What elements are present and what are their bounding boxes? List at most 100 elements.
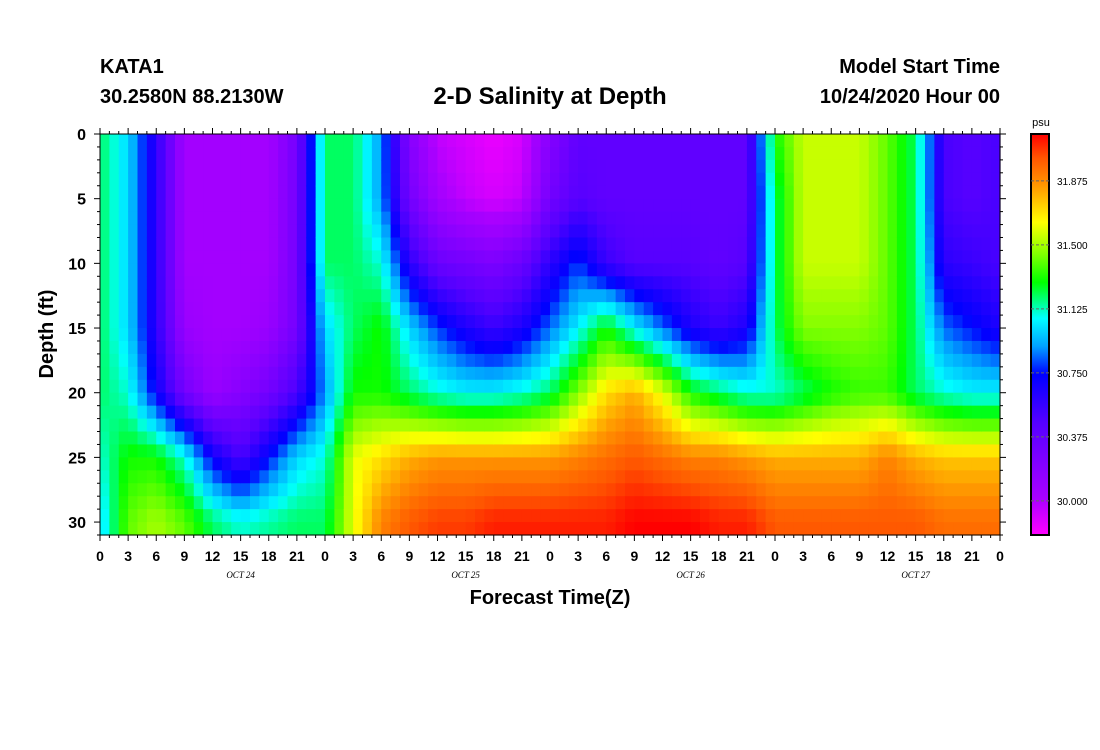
- heatmap-cell: [306, 353, 317, 368]
- heatmap-cell: [503, 172, 514, 187]
- heatmap-cell: [812, 392, 823, 407]
- heatmap-cell: [362, 211, 373, 226]
- heatmap-cell: [681, 185, 692, 200]
- heatmap-cell: [400, 522, 410, 536]
- heatmap-cell: [625, 392, 635, 407]
- heatmap-cell: [690, 198, 701, 213]
- heatmap-cell: [203, 509, 214, 523]
- heatmap-cell: [353, 379, 364, 394]
- heatmap-cell: [203, 302, 214, 316]
- heatmap-cell: [175, 211, 185, 226]
- heatmap-cell: [615, 457, 626, 471]
- heatmap-cell: [596, 340, 607, 355]
- heatmap-cell: [512, 211, 523, 226]
- heatmap-cell: [240, 457, 251, 471]
- heatmap-cell: [512, 224, 523, 239]
- heatmap-cell: [662, 457, 673, 471]
- heatmap-cell: [259, 328, 270, 342]
- heatmap-cell: [756, 302, 767, 316]
- heatmap-cell: [934, 276, 945, 290]
- heatmap-cell: [381, 418, 392, 433]
- heatmap-cell: [718, 496, 729, 510]
- heatmap-cell: [100, 392, 110, 407]
- heatmap-cell: [493, 418, 504, 433]
- heatmap-cell: [850, 353, 860, 368]
- heatmap-cell: [325, 496, 335, 510]
- heatmap-cell: [353, 289, 364, 303]
- heatmap-cell: [625, 444, 635, 458]
- heatmap-cell: [353, 353, 364, 368]
- heatmap-cell: [531, 379, 542, 394]
- heatmap-cell: [643, 172, 654, 187]
- heatmap-cell: [418, 211, 429, 226]
- heatmap-cell: [531, 289, 542, 303]
- heatmap-cell: [934, 470, 945, 484]
- heatmap-cell: [503, 315, 514, 329]
- heatmap-cell: [906, 392, 917, 407]
- heatmap-cell: [709, 289, 720, 303]
- heatmap-cell: [315, 457, 326, 471]
- heatmap-cell: [596, 134, 607, 148]
- heatmap-cell: [587, 237, 598, 252]
- heatmap-cell: [943, 198, 954, 213]
- heatmap-cell: [353, 328, 364, 342]
- heatmap-cell: [521, 522, 532, 536]
- heatmap-cell: [662, 470, 673, 484]
- heatmap-cell: [296, 392, 307, 407]
- heatmap-cell: [906, 418, 917, 433]
- heatmap-cell: [409, 302, 420, 316]
- heatmap-cell: [278, 302, 289, 316]
- heatmap-cell: [325, 185, 335, 200]
- heatmap-cell: [971, 353, 982, 368]
- heatmap-cell: [793, 470, 804, 484]
- heatmap-cell: [268, 276, 279, 290]
- heatmap-cell: [587, 366, 598, 381]
- heatmap-cell: [878, 315, 889, 329]
- heatmap-cell: [653, 237, 664, 252]
- heatmap-cell: [268, 185, 279, 200]
- heatmap-cell: [175, 496, 185, 510]
- heatmap-cell: [887, 198, 898, 213]
- heatmap-cell: [709, 392, 720, 407]
- heatmap-cell: [296, 405, 307, 420]
- heatmap-cell: [596, 185, 607, 200]
- heatmap-cell: [831, 340, 842, 355]
- heatmap-cell: [353, 496, 364, 510]
- heatmap-cell: [662, 418, 673, 433]
- heatmap-cell: [137, 263, 148, 277]
- heatmap-cell: [306, 211, 317, 226]
- heatmap-cell: [296, 159, 307, 174]
- heatmap-cell: [906, 509, 917, 523]
- heatmap-cell: [446, 431, 457, 446]
- heatmap-cell: [531, 159, 542, 174]
- heatmap-cell: [521, 496, 532, 510]
- heatmap-cell: [540, 146, 551, 161]
- heatmap-cell: [925, 172, 935, 187]
- heatmap-cell: [643, 146, 654, 161]
- heatmap-cell: [118, 328, 129, 342]
- heatmap-cell: [109, 392, 120, 407]
- heatmap-cell: [737, 159, 748, 174]
- heatmap-cell: [184, 302, 195, 316]
- heatmap-cell: [718, 289, 729, 303]
- heatmap-cell: [681, 198, 692, 213]
- heatmap-cell: [493, 289, 504, 303]
- heatmap-cell: [221, 159, 232, 174]
- heatmap-cell: [606, 353, 617, 368]
- heatmap-cell: [146, 405, 157, 420]
- heatmap-cell: [353, 302, 364, 316]
- heatmap-cell: [175, 366, 185, 381]
- heatmap-cell: [231, 366, 242, 381]
- heatmap-cell: [653, 405, 664, 420]
- heatmap-cell: [540, 522, 551, 536]
- heatmap-cell: [559, 340, 570, 355]
- heatmap-cell: [475, 509, 485, 523]
- heatmap-cell: [165, 276, 176, 290]
- heatmap-cell: [981, 263, 992, 277]
- heatmap-cell: [137, 211, 148, 226]
- heatmap-cell: [671, 457, 682, 471]
- heatmap-cell: [840, 457, 851, 471]
- heatmap-cell: [625, 509, 635, 523]
- heatmap-cell: [700, 328, 710, 342]
- heatmap-cell: [118, 522, 129, 536]
